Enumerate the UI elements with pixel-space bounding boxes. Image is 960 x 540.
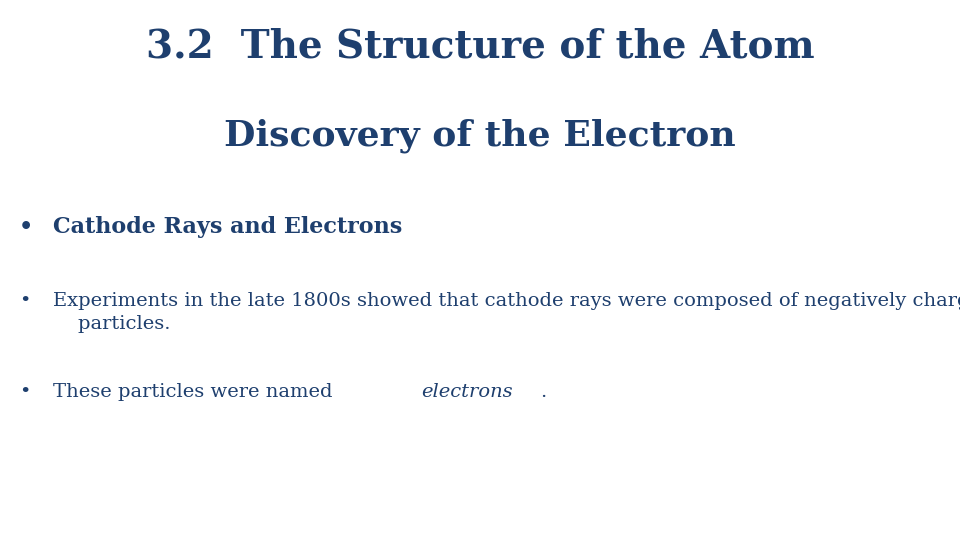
- Text: .: .: [540, 383, 546, 401]
- Text: Discovery of the Electron: Discovery of the Electron: [224, 119, 736, 153]
- Text: electrons: electrons: [421, 383, 514, 401]
- Text: •: •: [19, 292, 31, 309]
- Text: 3.2  The Structure of the Atom: 3.2 The Structure of the Atom: [146, 27, 814, 65]
- Text: These particles were named: These particles were named: [53, 383, 339, 401]
- Text: Cathode Rays and Electrons: Cathode Rays and Electrons: [53, 216, 402, 238]
- Text: •: •: [19, 216, 34, 238]
- Text: •: •: [19, 383, 31, 401]
- Text: Experiments in the late 1800s showed that cathode rays were composed of negative: Experiments in the late 1800s showed tha…: [53, 292, 960, 333]
